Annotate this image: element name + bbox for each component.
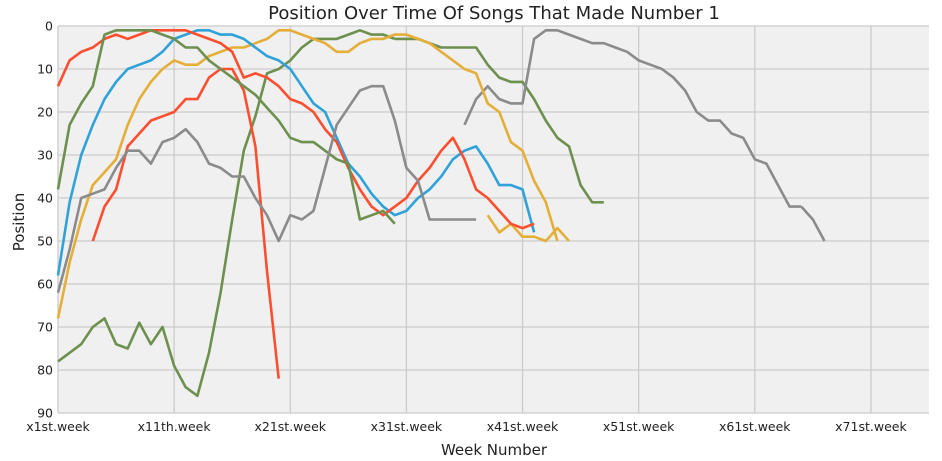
y-axis-label: Position (10, 193, 28, 251)
x-tick-label: x41st.week (487, 419, 559, 434)
y-tick-label: 50 (37, 234, 53, 249)
y-tick-label: 10 (37, 62, 53, 77)
x-tick-label: x21st.week (254, 419, 326, 434)
x-tick-label: x11th.week (138, 419, 212, 434)
chart-title: Position Over Time Of Songs That Made Nu… (268, 3, 720, 24)
series-line (56, 84, 477, 293)
y-tick-label: 60 (37, 277, 53, 292)
plot-background (58, 26, 929, 413)
grid-lines (57, 25, 929, 414)
series-line (56, 28, 536, 276)
series-line (57, 28, 396, 398)
series-line (56, 28, 559, 319)
x-tick-label: x71st.week (835, 419, 907, 434)
y-tick-label: 0 (45, 19, 53, 34)
series-lines (56, 28, 826, 398)
series-line (56, 28, 535, 230)
y-tick-label: 40 (37, 191, 53, 206)
y-tick-label: 70 (37, 320, 53, 335)
series-line (486, 214, 570, 243)
y-tick-label: 80 (37, 363, 53, 378)
x-tick-label: x51st.week (603, 419, 675, 434)
series-line (56, 28, 396, 225)
y-tick-label: 20 (37, 105, 53, 120)
x-tick-label: x61st.week (719, 419, 791, 434)
x-tick-label: x31st.week (371, 419, 443, 434)
x-axis-label: Week Number (441, 441, 548, 459)
series-line (463, 28, 802, 208)
y-tick-label: 90 (37, 406, 53, 421)
series-line (800, 205, 826, 242)
x-tick-label: x1st.week (26, 419, 90, 434)
y-tick-label: 30 (37, 148, 53, 163)
series-line (91, 67, 280, 379)
